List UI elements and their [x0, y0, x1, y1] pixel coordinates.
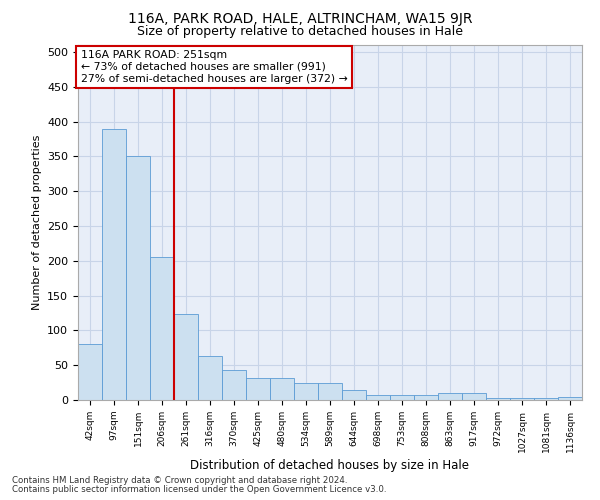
Bar	[390, 395, 414, 400]
Text: Size of property relative to detached houses in Hale: Size of property relative to detached ho…	[137, 25, 463, 38]
Bar	[198, 356, 222, 400]
Bar	[414, 395, 438, 400]
Text: Contains HM Land Registry data © Crown copyright and database right 2024.: Contains HM Land Registry data © Crown c…	[12, 476, 347, 485]
Bar	[534, 398, 558, 400]
Bar	[558, 396, 582, 400]
Bar	[486, 398, 510, 400]
Bar	[126, 156, 150, 400]
X-axis label: Distribution of detached houses by size in Hale: Distribution of detached houses by size …	[191, 459, 470, 472]
Text: 116A PARK ROAD: 251sqm
← 73% of detached houses are smaller (991)
27% of semi-de: 116A PARK ROAD: 251sqm ← 73% of detached…	[80, 50, 347, 84]
Bar	[342, 390, 366, 400]
Bar	[78, 344, 102, 400]
Bar	[222, 370, 246, 400]
Bar	[270, 378, 294, 400]
Bar	[174, 314, 198, 400]
Bar	[246, 378, 270, 400]
Bar	[438, 393, 462, 400]
Text: 116A, PARK ROAD, HALE, ALTRINCHAM, WA15 9JR: 116A, PARK ROAD, HALE, ALTRINCHAM, WA15 …	[128, 12, 472, 26]
Bar	[102, 128, 126, 400]
Text: Contains public sector information licensed under the Open Government Licence v3: Contains public sector information licen…	[12, 485, 386, 494]
Bar	[150, 258, 174, 400]
Bar	[294, 382, 318, 400]
Bar	[462, 393, 486, 400]
Y-axis label: Number of detached properties: Number of detached properties	[32, 135, 41, 310]
Bar	[366, 395, 390, 400]
Bar	[510, 398, 534, 400]
Bar	[318, 382, 342, 400]
